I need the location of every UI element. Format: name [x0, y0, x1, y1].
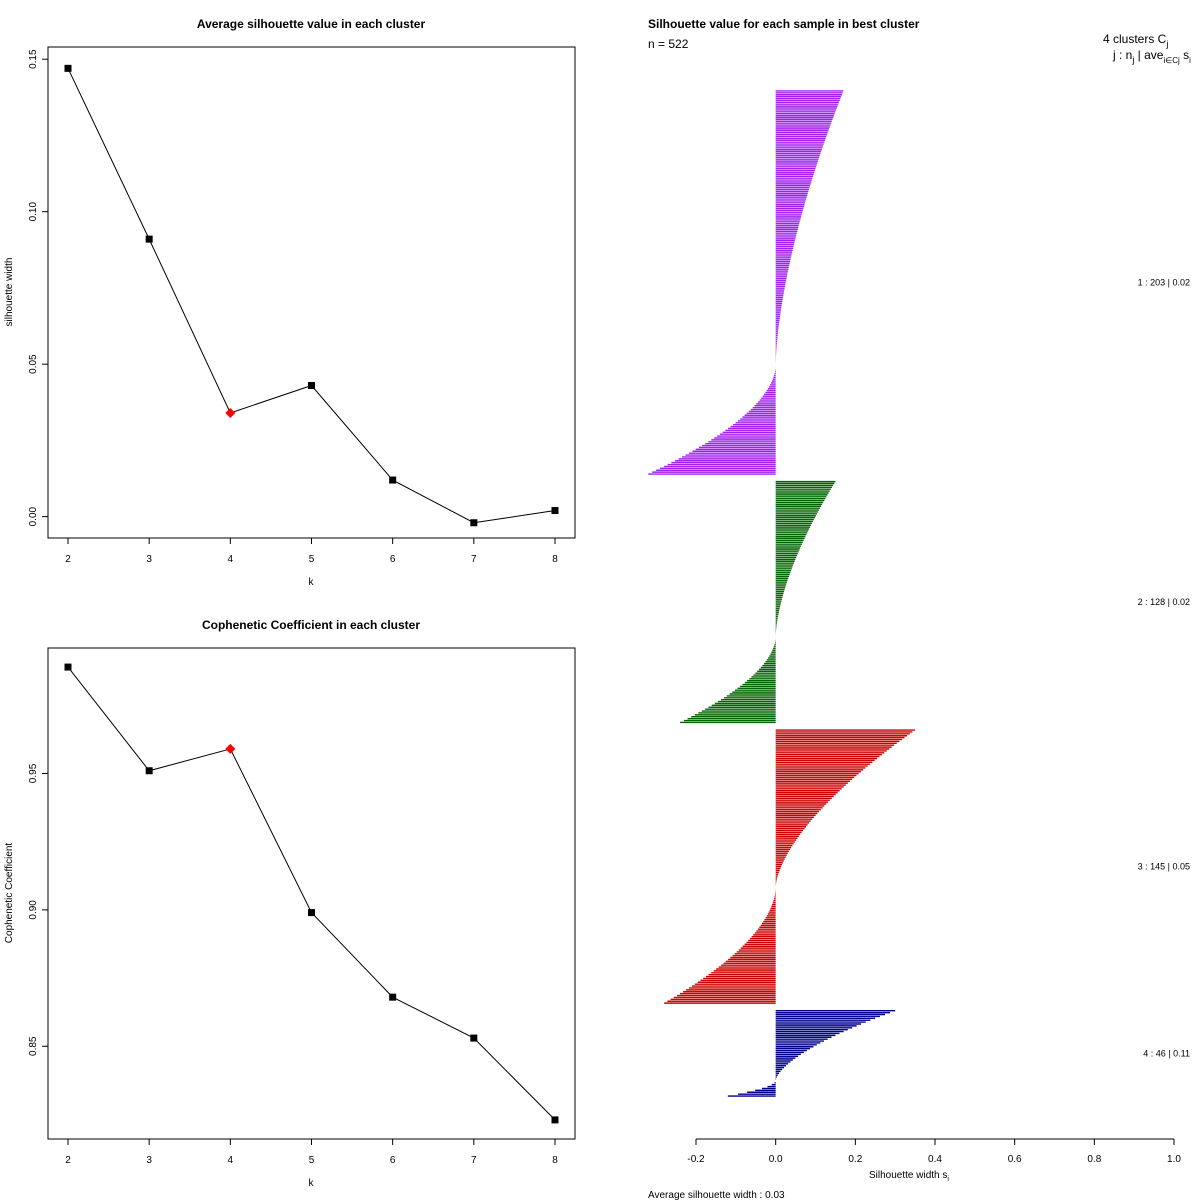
silhouette-x-tick-label: 8	[552, 554, 558, 565]
silhouette-bar-plot: Silhouette value for each sample in best…	[648, 17, 1191, 1200]
silhouette-point	[65, 65, 72, 72]
cophenetic-x-tick-label: 2	[65, 1155, 71, 1166]
silplot-bars	[648, 91, 915, 1096]
cophenetic-plot-frame	[48, 648, 575, 1139]
figure: Average silhouette value in each cluster…	[0, 0, 1200, 1200]
silplot-x-axis-label: Silhouette width si	[869, 1170, 949, 1183]
cophenetic-x-tick-label: 7	[471, 1155, 477, 1166]
silplot-header-clusters: 4 clusters Cj	[1103, 32, 1168, 49]
silhouette-line	[68, 68, 555, 522]
silhouette-x-tick-label: 3	[146, 554, 152, 565]
silhouette-point	[470, 519, 477, 526]
cophenetic-chart-title: Cophenetic Coefficient in each cluster	[202, 618, 420, 632]
silplot-x-tick-label: 0.4	[928, 1154, 942, 1165]
silplot-x-tick-label: 0.0	[769, 1154, 783, 1165]
silhouette-point	[146, 236, 153, 243]
silplot-cluster-label: 4 : 46 | 0.11	[1143, 1048, 1190, 1058]
silplot-x-tick-label: 0.2	[848, 1154, 862, 1165]
cophenetic-y-tick-label: 0.85	[28, 1036, 39, 1056]
silhouette-x-ticks: 2 3 4 5 6 7 8	[65, 538, 558, 565]
silhouette-y-tick-label: 0.00	[28, 506, 39, 526]
silhouette-point	[552, 507, 559, 514]
cophenetic-y-tick-label: 0.90	[28, 900, 39, 920]
silplot-cluster-label: 3 : 145 | 0.05	[1138, 862, 1190, 872]
silhouette-x-tick-label: 5	[309, 554, 315, 565]
cophenetic-x-tick-label: 5	[309, 1155, 315, 1166]
cophenetic-x-tick-label: 3	[146, 1155, 152, 1166]
silplot-x-tick-label: 1.0	[1167, 1154, 1181, 1165]
silhouette-x-axis-label: k	[309, 577, 315, 588]
cophenetic-point	[65, 664, 72, 671]
silplot-cluster-labels: 1 : 203 | 0.02 2 : 128 | 0.02 3 : 145 | 0.…	[1138, 277, 1190, 1058]
cophenetic-x-axis-label: k	[309, 1178, 315, 1189]
silplot-n-label: n = 522	[648, 37, 689, 51]
silplot-average-label: Average silhouette width : 0.03	[648, 1190, 785, 1200]
cophenetic-y-tick-label: 0.95	[28, 763, 39, 783]
silhouette-y-axis-label: silhouette width	[4, 258, 15, 327]
silhouette-y-ticks: 0.00 0.05 0.10 0.15	[28, 49, 48, 526]
cophenetic-series	[65, 664, 559, 1124]
silplot-x-tick-label: 0.8	[1087, 1154, 1101, 1165]
silplot-x-ticks: -0.2 0.0 0.2 0.4 0.6 0.8 1.0	[687, 1139, 1181, 1165]
cophenetic-line	[68, 667, 555, 1120]
silplot-title: Silhouette value for each sample in best…	[648, 17, 920, 31]
silhouette-x-tick-label: 7	[471, 554, 477, 565]
silhouette-line-chart: Average silhouette value in each cluster…	[4, 17, 575, 588]
silhouette-x-tick-label: 4	[228, 554, 234, 565]
silplot-cluster-label: 1 : 203 | 0.02	[1138, 277, 1190, 287]
cophenetic-point	[308, 909, 315, 916]
silhouette-x-tick-label: 6	[390, 554, 396, 565]
cophenetic-point	[146, 767, 153, 774]
silhouette-point-highlight	[225, 408, 235, 418]
cophenetic-point	[470, 1035, 477, 1042]
silhouette-x-tick-label: 2	[65, 554, 71, 565]
silhouette-y-tick-label: 0.05	[28, 354, 39, 374]
silhouette-series	[65, 65, 559, 526]
silplot-cluster-label: 2 : 128 | 0.02	[1138, 597, 1190, 607]
cophenetic-x-tick-label: 4	[228, 1155, 234, 1166]
silhouette-plot-frame	[48, 47, 575, 538]
silplot-header-columns: j : nj | avei∈Cj si	[1112, 48, 1191, 65]
cophenetic-point	[552, 1116, 559, 1123]
cophenetic-point-highlight	[225, 744, 235, 754]
silhouette-y-tick-label: 0.15	[28, 49, 39, 69]
silplot-x-tick-label: -0.2	[687, 1154, 705, 1165]
silhouette-point	[308, 382, 315, 389]
cophenetic-point	[389, 994, 396, 1001]
cophenetic-x-ticks: 2 3 4 5 6 7 8	[65, 1139, 558, 1166]
cophenetic-line-chart: Cophenetic Coefficient in each cluster k…	[4, 618, 575, 1189]
silhouette-point	[389, 477, 396, 484]
silhouette-chart-title: Average silhouette value in each cluster	[197, 17, 426, 31]
cophenetic-x-tick-label: 6	[390, 1155, 396, 1166]
silplot-x-tick-label: 0.6	[1008, 1154, 1022, 1165]
cophenetic-y-axis-label: Cophenetic Coefficient	[4, 843, 15, 944]
cophenetic-x-tick-label: 8	[552, 1155, 558, 1166]
cophenetic-y-ticks: 0.85 0.90 0.95	[28, 763, 48, 1056]
silhouette-y-tick-label: 0.10	[28, 202, 39, 222]
